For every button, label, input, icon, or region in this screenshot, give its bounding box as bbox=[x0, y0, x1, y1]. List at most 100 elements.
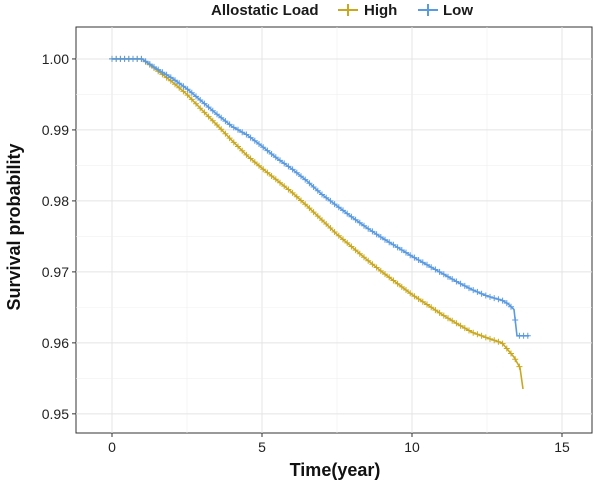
censor-mark-high bbox=[193, 100, 199, 107]
censor-mark-low bbox=[310, 184, 317, 190]
censor-mark-low bbox=[235, 126, 241, 133]
censor-mark-high bbox=[306, 205, 313, 212]
censor-mark-low bbox=[432, 266, 439, 273]
censor-mark-high bbox=[289, 189, 296, 196]
censor-mark-low bbox=[470, 287, 477, 294]
censor-mark-high bbox=[247, 155, 254, 162]
censor-mark-low bbox=[260, 144, 267, 151]
censor-mark-low bbox=[386, 239, 393, 246]
censor-mark-low bbox=[352, 216, 359, 223]
censor-mark-high bbox=[428, 304, 435, 311]
censor-mark-low bbox=[407, 252, 414, 259]
censor-mark-high bbox=[503, 345, 510, 352]
censor-mark-low bbox=[411, 254, 418, 261]
legend-label-high: High bbox=[364, 2, 397, 19]
censor-mark-high bbox=[445, 315, 451, 322]
censor-mark-low bbox=[323, 194, 330, 201]
censor-mark-low bbox=[382, 236, 388, 243]
censor-mark-low bbox=[361, 222, 367, 229]
censor-mark-high bbox=[197, 105, 204, 112]
censor-mark-high bbox=[209, 117, 216, 124]
censor-mark-high bbox=[180, 88, 187, 95]
censor-mark-high bbox=[344, 239, 351, 246]
censor-mark-high bbox=[478, 332, 485, 339]
censor-mark-low bbox=[331, 201, 338, 208]
censor-mark-low bbox=[180, 83, 187, 90]
censor-mark-low bbox=[356, 219, 363, 226]
censor-mark-high bbox=[302, 201, 309, 208]
censor-mark-high bbox=[470, 329, 477, 336]
censor-mark-high bbox=[382, 271, 388, 278]
censor-mark-high bbox=[474, 331, 481, 338]
censor-mark-low bbox=[293, 169, 300, 176]
censor-mark-low bbox=[138, 55, 145, 62]
legend-key-low bbox=[418, 4, 438, 16]
censor-mark-high bbox=[184, 92, 191, 99]
censor-mark-high bbox=[319, 217, 325, 224]
censor-mark-low bbox=[230, 124, 237, 131]
legend-key-high bbox=[338, 4, 358, 16]
censor-mark-high bbox=[403, 287, 409, 293]
censor-mark-low bbox=[394, 244, 401, 251]
censor-mark-low bbox=[218, 114, 225, 121]
censor-mark-low bbox=[264, 147, 271, 154]
censor-mark-low bbox=[445, 273, 451, 280]
series-layer bbox=[109, 55, 531, 390]
censor-mark-high bbox=[272, 176, 279, 183]
censor-mark-high bbox=[243, 151, 250, 158]
censor-mark-low bbox=[251, 137, 258, 144]
censor-mark-high bbox=[188, 96, 195, 103]
censor-mark-low bbox=[449, 276, 456, 283]
censor-mark-high bbox=[340, 236, 346, 243]
censor-mark-high bbox=[251, 159, 258, 166]
censor-mark-high bbox=[495, 338, 502, 345]
censor-mark-low bbox=[327, 197, 334, 204]
censor-mark-low bbox=[277, 157, 283, 164]
censor-mark-low bbox=[348, 213, 355, 220]
censor-mark-low bbox=[205, 104, 212, 111]
censor-mark-low bbox=[268, 151, 275, 157]
censor-mark-low bbox=[461, 282, 468, 289]
censor-mark-high bbox=[390, 277, 397, 284]
censor-mark-low bbox=[193, 93, 199, 100]
censor-mark-low bbox=[184, 86, 191, 93]
censor-mark-low bbox=[214, 111, 220, 118]
x-tick-label: 5 bbox=[258, 439, 266, 455]
censor-mark-low bbox=[306, 180, 313, 187]
censor-mark-high bbox=[482, 334, 489, 341]
censor-mark-high bbox=[331, 229, 338, 235]
censor-mark-high bbox=[487, 335, 493, 342]
censor-mark-high bbox=[398, 283, 405, 290]
censor-mark-low bbox=[146, 61, 153, 68]
censor-mark-high bbox=[365, 257, 372, 264]
censor-mark-low bbox=[197, 97, 204, 103]
censor-mark-high bbox=[415, 296, 422, 302]
censor-mark-low bbox=[403, 249, 409, 256]
censor-mark-high bbox=[201, 109, 208, 116]
censor-mark-low bbox=[344, 210, 351, 217]
censor-mark-low bbox=[474, 288, 481, 295]
censor-mark-low bbox=[159, 69, 166, 76]
y-tick-label: 0.96 bbox=[42, 335, 69, 351]
censor-mark-low bbox=[209, 107, 216, 114]
series-low bbox=[109, 55, 531, 339]
x-tick-label: 15 bbox=[554, 439, 570, 455]
series-high bbox=[109, 55, 524, 390]
legend: Allostatic Load High Low bbox=[211, 2, 473, 19]
legend-title: Allostatic Load bbox=[211, 2, 319, 19]
censor-mark-high bbox=[256, 162, 262, 169]
censor-mark-low bbox=[415, 257, 422, 263]
censor-mark-low bbox=[176, 80, 183, 87]
censor-mark-high bbox=[205, 113, 212, 120]
censor-mark-high bbox=[508, 350, 514, 357]
censor-mark-low bbox=[369, 228, 376, 235]
y-axis-title: Survival probability bbox=[4, 143, 24, 310]
y-tick-label: 0.98 bbox=[42, 193, 69, 209]
censor-mark-high bbox=[449, 317, 456, 324]
censor-mark-low bbox=[424, 261, 430, 268]
censor-mark-low bbox=[142, 58, 149, 65]
censor-mark-high bbox=[323, 221, 330, 227]
censor-mark-high bbox=[440, 312, 447, 319]
censor-mark-high bbox=[335, 232, 342, 239]
censor-mark-low bbox=[390, 241, 397, 248]
